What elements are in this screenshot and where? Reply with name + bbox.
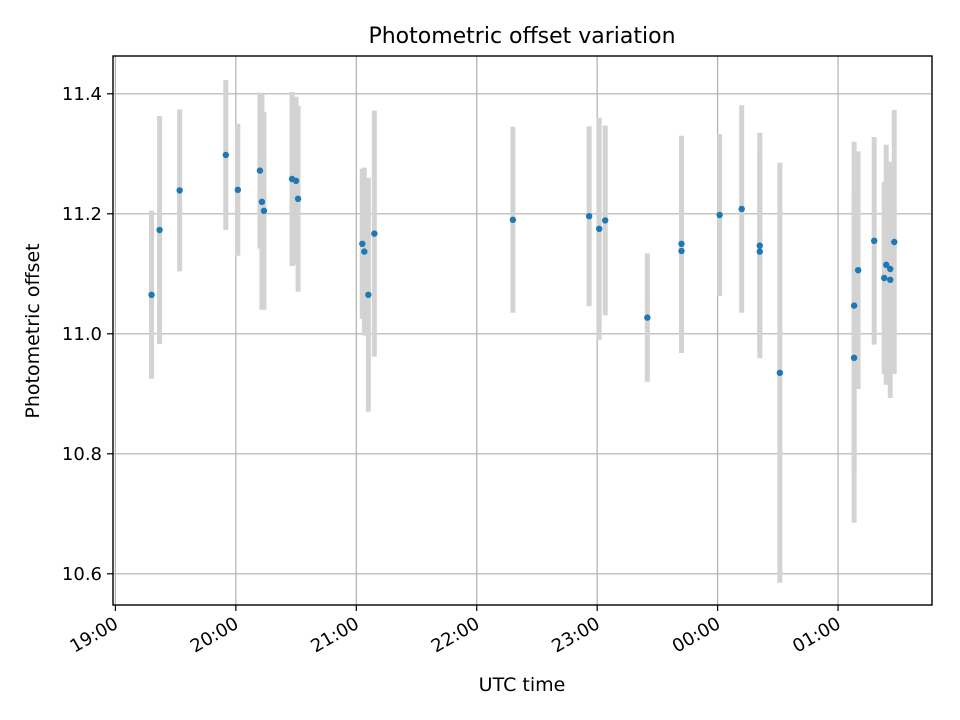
data-point (870, 237, 878, 244)
data-point (756, 242, 763, 249)
data-point (256, 167, 264, 174)
data-point (887, 276, 894, 283)
data-point (258, 198, 266, 205)
data-point (678, 240, 685, 247)
data-point (156, 226, 163, 234)
x-tick-label: 21:00 (307, 613, 362, 657)
data-point (234, 186, 242, 193)
data-point (509, 216, 517, 223)
y-axis-ticks: 10.6 10.8 11.0 11.2 11.4 (62, 84, 113, 585)
x-tick-label: 20:00 (187, 613, 242, 657)
data-point (294, 195, 302, 202)
x-tick-label: 22:00 (428, 613, 483, 657)
data-point (881, 274, 888, 282)
data-point (854, 267, 862, 274)
data-point (176, 187, 183, 194)
data-point (891, 238, 898, 246)
data-point (365, 291, 372, 298)
data-point (883, 261, 890, 268)
data-point (738, 205, 745, 213)
data-point (776, 369, 784, 376)
data-point (222, 151, 230, 159)
x-tick-label: 23:00 (548, 613, 603, 657)
plot-frame (112, 55, 933, 606)
y-tick-label: 11.4 (62, 84, 102, 105)
x-tick-label: 00:00 (669, 613, 724, 657)
data-point (716, 211, 723, 219)
data-point (678, 247, 685, 255)
data-point (585, 213, 593, 220)
y-tick-label: 10.6 (62, 564, 102, 585)
x-tick-label: 19:00 (66, 613, 121, 657)
data-point (595, 225, 603, 232)
data-point (850, 302, 858, 309)
y-tick-label: 10.8 (62, 444, 102, 465)
data-point (371, 230, 378, 237)
data-point (148, 291, 155, 298)
y-tick-label: 11.0 (62, 324, 102, 345)
data-point (359, 240, 366, 247)
data-point (292, 177, 300, 184)
y-axis-label: Photometric offset (22, 243, 44, 418)
x-axis-label: UTC time (479, 674, 566, 696)
error-bars (149, 80, 897, 583)
data-point (644, 314, 651, 321)
data-point (260, 207, 268, 214)
data-points (148, 151, 898, 376)
data-point (850, 354, 858, 361)
x-tick-label: 01:00 (789, 613, 844, 657)
data-point (602, 217, 609, 224)
data-point (756, 248, 763, 255)
x-axis-ticks: 19:00 20:00 21:00 22:00 23:00 00:00 01:00 (66, 605, 845, 657)
data-point (361, 248, 368, 255)
chart-title: Photometric offset variation (368, 24, 675, 49)
y-tick-label: 11.2 (62, 204, 102, 225)
data-point (887, 265, 894, 273)
